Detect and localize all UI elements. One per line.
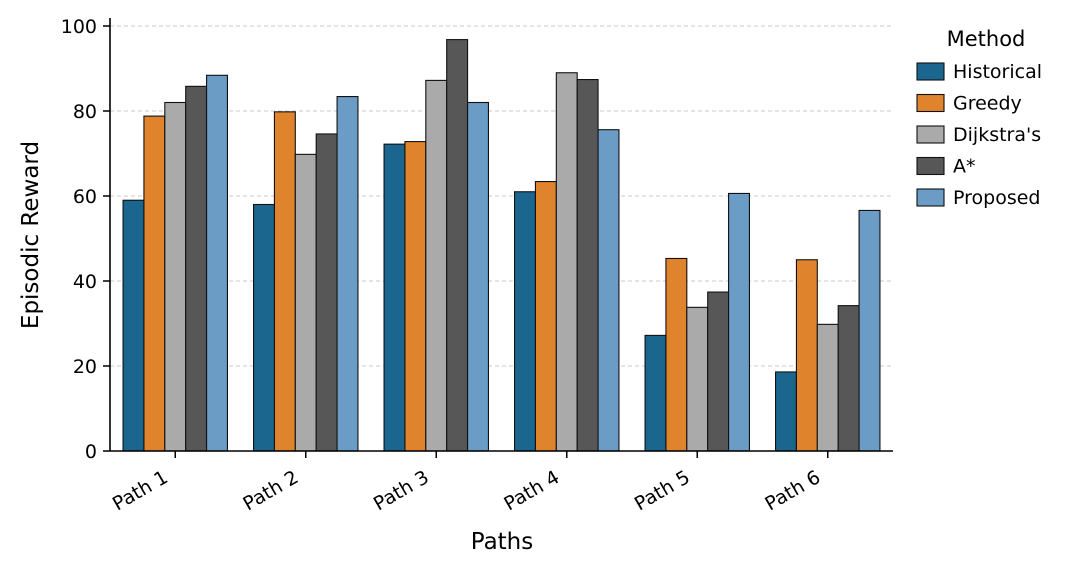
legend-swatch [916, 62, 945, 81]
legend-label: A* [953, 156, 976, 178]
bar-greedy-path-3 [404, 141, 427, 452]
legend-label: Historical [953, 61, 1042, 83]
bar-historical-path-1 [122, 199, 145, 452]
bar-a--path-6 [837, 305, 860, 452]
bar-proposed-path-4 [597, 129, 620, 452]
bar-dijkstra-s-path-6 [816, 323, 839, 452]
y-tick-label: 100 [61, 16, 97, 38]
bar-dijkstra-s-path-1 [164, 101, 187, 452]
bar-historical-path-3 [383, 143, 406, 452]
bar-proposed-path-3 [467, 101, 490, 452]
x-tick-label: Path 3 [370, 466, 433, 515]
legend: Method Historical Greedy Dijkstra's A* Propos… [916, 27, 1042, 209]
legend-item: A* [916, 156, 976, 178]
x-axis-title: Paths [471, 529, 534, 555]
bar-greedy-path-1 [143, 115, 166, 452]
bar-a--path-5 [707, 291, 730, 452]
bar-historical-path-2 [253, 203, 275, 452]
legend-label: Dijkstra's [953, 124, 1041, 146]
y-axis-title: Episodic Reward [18, 141, 44, 329]
legend-title: Method [947, 27, 1026, 51]
legend-item: Greedy [916, 93, 1022, 115]
x-tick-label: Path 2 [239, 466, 302, 515]
bar-proposed-path-2 [336, 96, 359, 452]
bar-a--path-4 [576, 79, 599, 452]
legend-swatch [916, 125, 945, 144]
legend-swatch [916, 93, 945, 113]
y-tick-label: 60 [73, 186, 97, 208]
x-tick-label: Path 1 [109, 466, 172, 515]
bar-a--path-2 [315, 133, 338, 452]
bar-proposed-path-6 [858, 209, 881, 452]
bar-proposed-path-1 [206, 74, 229, 452]
legend-swatch [916, 156, 945, 176]
bar-historical-path-5 [644, 334, 667, 452]
legend-label: Greedy [953, 93, 1022, 115]
y-tick-label: 40 [73, 271, 97, 293]
x-tick-label: Path 5 [631, 466, 694, 515]
bar-historical-path-6 [774, 371, 797, 452]
bar-historical-path-4 [513, 191, 536, 452]
legend-item: Historical [916, 61, 1042, 83]
bar-a--path-3 [446, 39, 469, 452]
x-tick-label: Path 4 [500, 466, 563, 515]
y-tick-label: 80 [73, 101, 97, 123]
legend-label: Proposed [953, 187, 1040, 209]
bar-a--path-1 [185, 85, 208, 452]
x-tick-label: Path 6 [761, 466, 824, 515]
bar-dijkstra-s-path-3 [425, 79, 448, 452]
bar-dijkstra-s-path-2 [294, 153, 317, 452]
y-tick-label: 20 [73, 356, 97, 378]
bar-greedy-path-5 [665, 257, 688, 452]
legend-swatch [916, 188, 945, 207]
bar-greedy-path-4 [534, 181, 557, 452]
bar-dijkstra-s-path-4 [555, 72, 578, 452]
bars [122, 39, 881, 452]
bar-dijkstra-s-path-5 [686, 306, 709, 452]
y-tick-label: 0 [85, 441, 97, 463]
bar-proposed-path-5 [728, 192, 751, 452]
bar-greedy-path-2 [273, 111, 296, 452]
legend-item: Dijkstra's [916, 124, 1041, 146]
legend-item: Proposed [916, 187, 1040, 209]
grid-lines [110, 25, 893, 367]
bar-greedy-path-6 [795, 259, 818, 452]
